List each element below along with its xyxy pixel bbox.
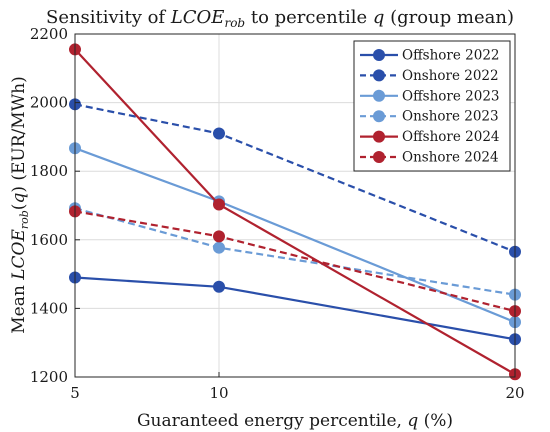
legend: Offshore 2022 Onshore 2022 Offshore 2023 On… — [353, 40, 511, 172]
y-tick-label: 1400 — [30, 299, 68, 317]
y-tick-label: 1800 — [30, 162, 68, 180]
legend-marker — [373, 130, 385, 143]
y-tick-label: 1600 — [30, 231, 68, 249]
legend-marker — [373, 69, 385, 82]
legend-label: Offshore 2022 — [402, 48, 500, 64]
series-line — [74, 147, 516, 324]
x-axis-title: Guaranteed energy percentile, q (%) — [137, 411, 453, 431]
x-tick-label: 10 — [209, 384, 228, 402]
y-axis-title: Mean LCOErob(q) (EUR/MWh) — [9, 76, 31, 334]
legend-marker — [373, 89, 385, 102]
y-tick-label: 2000 — [30, 94, 68, 112]
legend-marker — [373, 110, 385, 123]
x-tick-label: 5 — [70, 384, 80, 402]
legend-label: Offshore 2023 — [402, 88, 500, 104]
legend-marker — [373, 49, 385, 61]
data-point — [213, 230, 225, 243]
legend-marker — [373, 151, 385, 163]
legend-label: Offshore 2024 — [402, 129, 500, 145]
y-tick-label: 2200 — [30, 25, 68, 43]
data-point — [213, 198, 225, 211]
data-point — [213, 241, 225, 254]
y-tick-label: 1200 — [30, 368, 68, 386]
legend-label: Onshore 2024 — [402, 150, 499, 166]
series-onshore-2022 — [69, 98, 521, 258]
plot-area — [74, 33, 516, 378]
data-point — [213, 127, 225, 140]
x-axis: 5 10 20 — [70, 372, 525, 402]
legend-label: Onshore 2022 — [402, 68, 499, 84]
x-tick-label: 20 — [505, 384, 524, 402]
data-point — [213, 280, 225, 293]
y-axis: 1200 1400 1600 1800 2000 2200 — [30, 25, 80, 386]
legend-box — [353, 40, 511, 172]
chart-title: Sensitivity of LCOErob to percentile q (… — [46, 7, 514, 30]
series-onshore-2023 — [69, 202, 521, 301]
legend-label: Onshore 2023 — [402, 109, 499, 125]
